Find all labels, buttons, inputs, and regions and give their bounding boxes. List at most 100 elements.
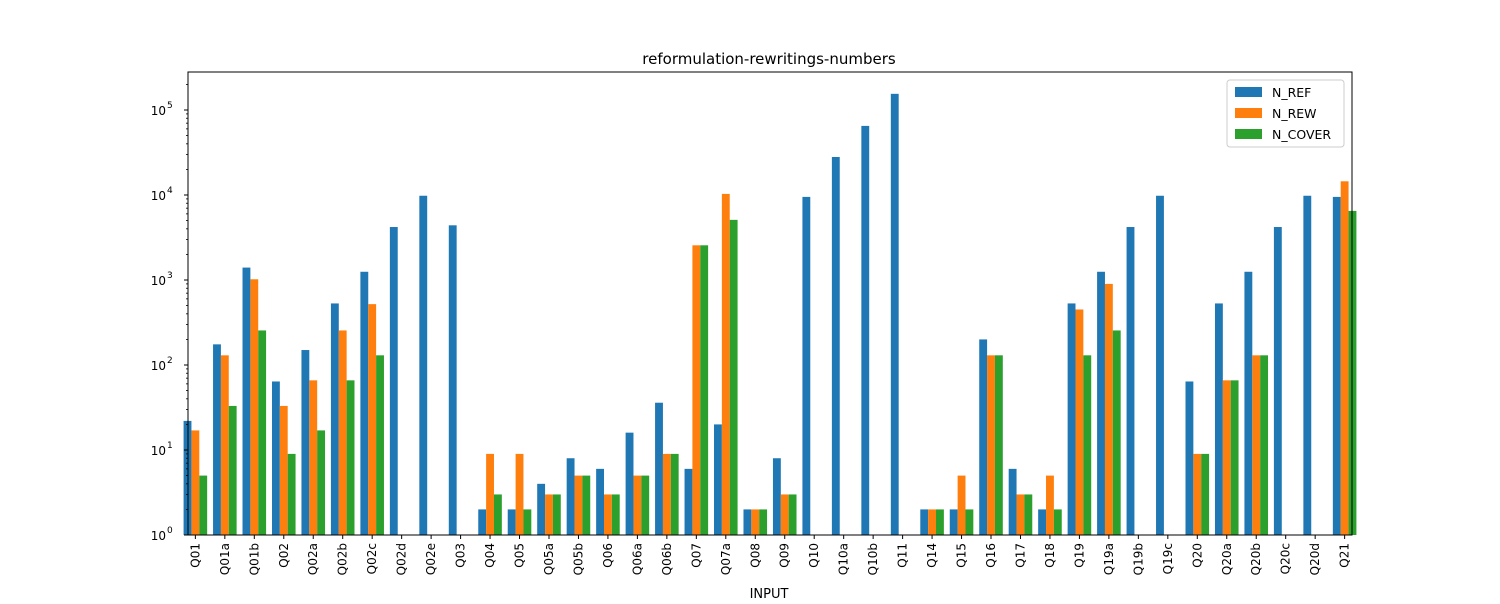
y-tick-exponent: 5 xyxy=(167,101,173,111)
y-tick-label: 10 xyxy=(151,529,166,543)
bar-n-rew-q05b xyxy=(574,475,583,535)
bar-n-cover-q07 xyxy=(700,245,709,536)
bar-n-ref-q02e xyxy=(419,195,428,535)
bar-n-cover-q02c xyxy=(376,355,384,535)
y-tick-label: 10 xyxy=(151,104,166,118)
bar-n-ref-q20b xyxy=(1244,271,1253,535)
legend-swatch xyxy=(1235,108,1262,118)
bar-n-ref-q05b xyxy=(566,458,575,535)
bar-n-ref-q20c xyxy=(1273,227,1282,535)
x-tick-label: Q17 xyxy=(1013,543,1027,568)
bar-n-cover-q14 xyxy=(936,509,944,535)
bar-n-ref-q20d xyxy=(1303,195,1312,535)
x-tick-label: Q01a xyxy=(218,543,232,575)
bar-n-ref-q19a xyxy=(1097,271,1105,535)
x-tick-label: Q07 xyxy=(689,543,703,568)
bar-n-rew-q04 xyxy=(486,453,494,535)
bar-n-ref-q07 xyxy=(684,468,693,535)
bar-n-rew-q21 xyxy=(1340,181,1349,536)
x-tick-label: Q02b xyxy=(336,543,350,575)
x-tick-label: Q19b xyxy=(1131,543,1145,575)
x-axis-label: INPUT xyxy=(750,587,789,600)
bar-n-rew-q19 xyxy=(1075,309,1084,535)
bar-n-rew-q18 xyxy=(1046,475,1054,535)
y-tick-label: 10 xyxy=(151,444,166,458)
x-tick-label: Q04 xyxy=(483,543,497,568)
bar-n-rew-q01b xyxy=(250,279,259,535)
x-tick-label: Q14 xyxy=(925,543,939,568)
legend: N_REF N_REW N_COVER xyxy=(1226,79,1345,148)
x-tick-label: Q05a xyxy=(542,543,556,575)
bar-n-ref-q21 xyxy=(1332,196,1341,535)
bar-n-cover-q06a xyxy=(641,475,650,535)
x-axis: Q01 Q01a Q01b Q02 Q02a Q02b Q02c Q02d Q02e Q03 Q04… xyxy=(188,535,1352,575)
bar-n-rew-q01a xyxy=(220,355,229,535)
x-tick-label: Q16 xyxy=(984,543,998,568)
legend-label: N_COVER xyxy=(1272,127,1331,142)
bar-n-cover-q05a xyxy=(552,494,561,535)
bar-n-rew-q15 xyxy=(957,475,966,535)
x-tick-label: Q10a xyxy=(837,543,851,575)
bar-n-ref-q02 xyxy=(271,381,280,535)
bar-n-ref-q05 xyxy=(507,509,516,535)
bar-n-rew-q02a xyxy=(309,380,318,535)
bar-n-cover-q02b xyxy=(346,380,355,535)
y-tick-label: 10 xyxy=(151,189,166,203)
bar-n-rew-q09 xyxy=(780,494,789,535)
y-tick-exponent: 1 xyxy=(167,441,173,451)
y-tick-exponent: 4 xyxy=(167,186,173,196)
x-tick-label: Q06a xyxy=(630,543,644,575)
x-tick-label: Q02d xyxy=(395,543,409,575)
bar-n-ref-q14 xyxy=(920,509,929,535)
bar-n-cover-q01 xyxy=(199,475,208,535)
bar-n-ref-q10 xyxy=(802,196,811,535)
bar-n-rew-q20a xyxy=(1222,380,1231,535)
bar-n-ref-q05a xyxy=(537,483,546,535)
bar-n-ref-q06 xyxy=(596,468,604,535)
bar-n-rew-q02b xyxy=(338,330,347,535)
legend-swatch xyxy=(1235,129,1262,139)
bar-n-rew-q06a xyxy=(633,475,642,535)
x-tick-label: Q02c xyxy=(365,543,379,574)
x-tick-label: Q10 xyxy=(807,543,821,568)
bars-layer xyxy=(183,93,1357,536)
bar-n-cover-q20 xyxy=(1201,453,1210,535)
x-tick-label: Q19a xyxy=(1102,543,1116,575)
bar-n-ref-q10a xyxy=(831,157,840,535)
bar-n-cover-q02a xyxy=(317,430,326,535)
x-tick-label: Q20b xyxy=(1249,543,1263,575)
y-tick-label: 10 xyxy=(151,274,166,288)
bar-n-ref-q02d xyxy=(389,227,398,535)
bar-n-ref-q08 xyxy=(743,509,752,535)
bar-n-cover-q15 xyxy=(965,509,974,535)
bar-n-rew-q17 xyxy=(1016,494,1025,535)
bar-n-cover-q01a xyxy=(228,405,237,535)
bar-n-rew-q16 xyxy=(987,355,995,535)
bar-n-ref-q19c xyxy=(1156,195,1164,535)
bar-n-rew-q05a xyxy=(545,494,553,535)
bar-n-cover-q09 xyxy=(788,494,797,535)
x-tick-label: Q11 xyxy=(896,543,910,568)
bar-n-cover-q18 xyxy=(1053,509,1062,535)
x-tick-label: Q20 xyxy=(1190,543,1204,568)
bar-n-cover-q06 xyxy=(611,494,620,535)
bar-n-rew-q02 xyxy=(279,405,288,535)
y-tick-exponent: 0 xyxy=(167,526,173,536)
bar-n-cover-q06b xyxy=(670,453,679,535)
bar-n-rew-q02c xyxy=(368,304,377,535)
x-tick-label: Q18 xyxy=(1043,543,1057,568)
bar-n-rew-q08 xyxy=(751,509,760,535)
bar-n-ref-q01b xyxy=(242,267,251,535)
plot-frame xyxy=(187,71,1353,536)
bar-n-cover-q16 xyxy=(994,355,1003,535)
bar-n-ref-q20a xyxy=(1214,303,1223,535)
bar-n-cover-q20a xyxy=(1230,380,1239,535)
bar-n-rew-q07 xyxy=(692,245,701,536)
bar-n-cover-q19 xyxy=(1083,355,1092,535)
y-tick-exponent: 3 xyxy=(167,271,173,281)
bar-n-ref-q04 xyxy=(478,509,487,535)
bar-n-ref-q10b xyxy=(861,125,870,535)
x-tick-label: Q06 xyxy=(601,543,615,568)
